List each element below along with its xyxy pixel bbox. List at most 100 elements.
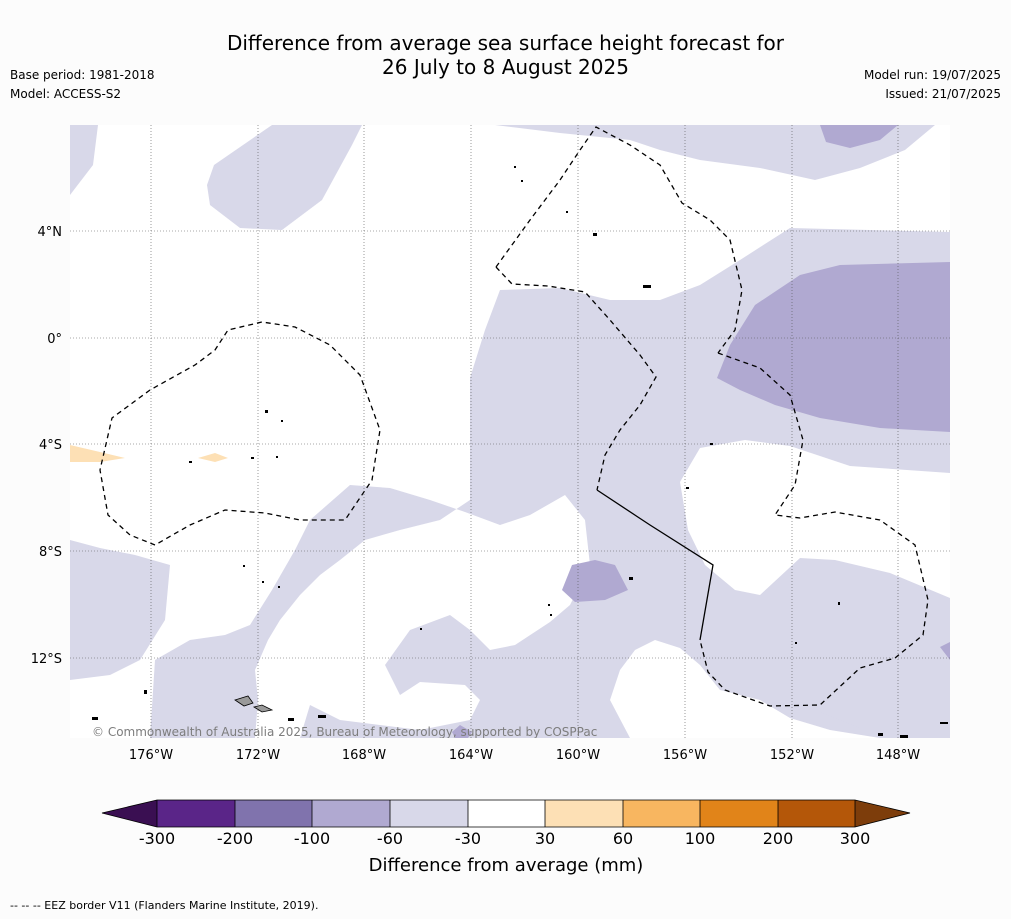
- eez-border-mid: [495, 266, 657, 491]
- island: [521, 180, 523, 182]
- title-line-1: Difference from average sea surface heig…: [226, 31, 785, 55]
- colorbar-tick: -30: [455, 829, 481, 848]
- island: [318, 715, 326, 718]
- anomaly-region-south-small: [452, 725, 472, 738]
- meta-left: Base period: 1981-2018 Model: ACCESS-S2: [10, 66, 155, 104]
- island: [629, 577, 633, 580]
- colorbar-segment: [700, 800, 778, 827]
- lon-label: 152°W: [770, 748, 814, 763]
- lat-labels: 4°N 0° 4°S 8°S 12°S: [31, 225, 62, 667]
- island: [838, 602, 840, 605]
- colorbar-segment: [623, 800, 700, 827]
- colorbar-tick: 100: [685, 829, 716, 848]
- island: [940, 722, 948, 724]
- eez-border-north: [495, 126, 743, 354]
- map-gridlines: [70, 125, 950, 738]
- lon-label: 156°W: [663, 748, 707, 763]
- island: [878, 733, 883, 736]
- anomaly-region-north-blob: [207, 125, 362, 230]
- lon-label: 176°W: [129, 748, 173, 763]
- island: [566, 211, 568, 213]
- anomaly-region-se-edge: [940, 642, 950, 660]
- anomaly-region-se-corner: [800, 665, 950, 738]
- colorbar-tick: -200: [217, 829, 253, 848]
- colorbar: -300 -200 -100 -60 -30 30 60 100 200 300…: [101, 799, 911, 876]
- island: [710, 443, 713, 445]
- colorbar-segment: [778, 800, 855, 827]
- eez-border-east: [699, 352, 929, 707]
- anomaly-region-west-positive: [70, 445, 125, 462]
- chart-title: Difference from average sea surface heig…: [0, 31, 1011, 79]
- island: [262, 581, 264, 583]
- colorbar-segment: [390, 800, 468, 827]
- maritime-boundary-solid: [596, 489, 714, 641]
- anomaly-light-orange: [70, 445, 228, 462]
- anomaly-region-central-strong: [562, 560, 628, 602]
- island-savaii: [234, 695, 254, 707]
- lon-label: 168°W: [342, 748, 386, 763]
- samoa-islands: [234, 695, 274, 713]
- colorbar-extend-high: [855, 800, 910, 827]
- island-upolu: [252, 704, 274, 713]
- colorbar-segment: [468, 800, 545, 827]
- island: [243, 565, 245, 567]
- lon-label: 160°W: [556, 748, 600, 763]
- island: [189, 461, 192, 463]
- anomaly-region-nw-strip: [70, 125, 98, 195]
- island: [288, 718, 294, 721]
- colorbar-segment: [312, 800, 390, 827]
- island: [251, 457, 254, 459]
- island: [548, 604, 550, 606]
- island: [144, 690, 147, 694]
- base-period: Base period: 1981-2018: [10, 68, 155, 82]
- island: [900, 735, 908, 738]
- islands: [92, 166, 948, 738]
- eez-borders: [99, 126, 929, 707]
- model-run: Model run: 19/07/2025: [863, 68, 1001, 82]
- title-line-2: 26 July to 8 August 2025: [382, 55, 629, 79]
- map-area: © Commonwealth of Australia 2025, Bureau…: [70, 125, 950, 739]
- island: [795, 642, 797, 644]
- colorbar-tick: 60: [613, 829, 633, 848]
- colorbar-segment: [545, 800, 623, 827]
- island: [92, 717, 98, 720]
- lat-label: 12°S: [31, 652, 62, 667]
- colorbar-tick: 300: [840, 829, 871, 848]
- lon-labels: 176°W 172°W 168°W 164°W 160°W 156°W 152°…: [129, 748, 920, 763]
- colorbar-tick: 30: [535, 829, 555, 848]
- model-name: Model: ACCESS-S2: [10, 87, 122, 101]
- lon-label: 172°W: [236, 748, 280, 763]
- colorbar-segment: [157, 800, 235, 827]
- lat-label: 8°S: [39, 545, 62, 560]
- island: [420, 628, 422, 630]
- issued-date: Issued: 21/07/2025: [885, 87, 1001, 101]
- colorbar-extend-low: [102, 800, 157, 827]
- eez-footnote: -- -- -- EEZ border V11 (Flanders Marine…: [10, 899, 319, 912]
- lat-label: 4°N: [38, 225, 63, 240]
- anomaly-region-sw: [70, 540, 170, 680]
- anomaly-mid-purple: [452, 125, 950, 738]
- island: [278, 586, 280, 588]
- island: [593, 233, 597, 236]
- island: [514, 166, 516, 168]
- island: [276, 456, 278, 458]
- island: [265, 410, 268, 413]
- island: [281, 420, 283, 422]
- colorbar-tick: -60: [377, 829, 403, 848]
- lat-label: 0°: [47, 332, 62, 347]
- colorbar-segment: [235, 800, 312, 827]
- island: [686, 487, 689, 489]
- lat-label: 4°S: [39, 438, 62, 453]
- colorbar-tick: -300: [139, 829, 175, 848]
- copyright-notice: © Commonwealth of Australia 2025, Bureau…: [92, 725, 597, 739]
- lon-label: 164°W: [449, 748, 493, 763]
- island: [550, 614, 552, 616]
- anomaly-region-island-positive: [198, 453, 228, 462]
- lon-label: 148°W: [876, 748, 920, 763]
- eez-border-west: [99, 321, 381, 546]
- anomaly-region-east-strong: [717, 262, 950, 432]
- colorbar-tick: -100: [294, 829, 330, 848]
- colorbar-tick: 200: [763, 829, 794, 848]
- anomaly-region-ne-strong: [820, 125, 898, 148]
